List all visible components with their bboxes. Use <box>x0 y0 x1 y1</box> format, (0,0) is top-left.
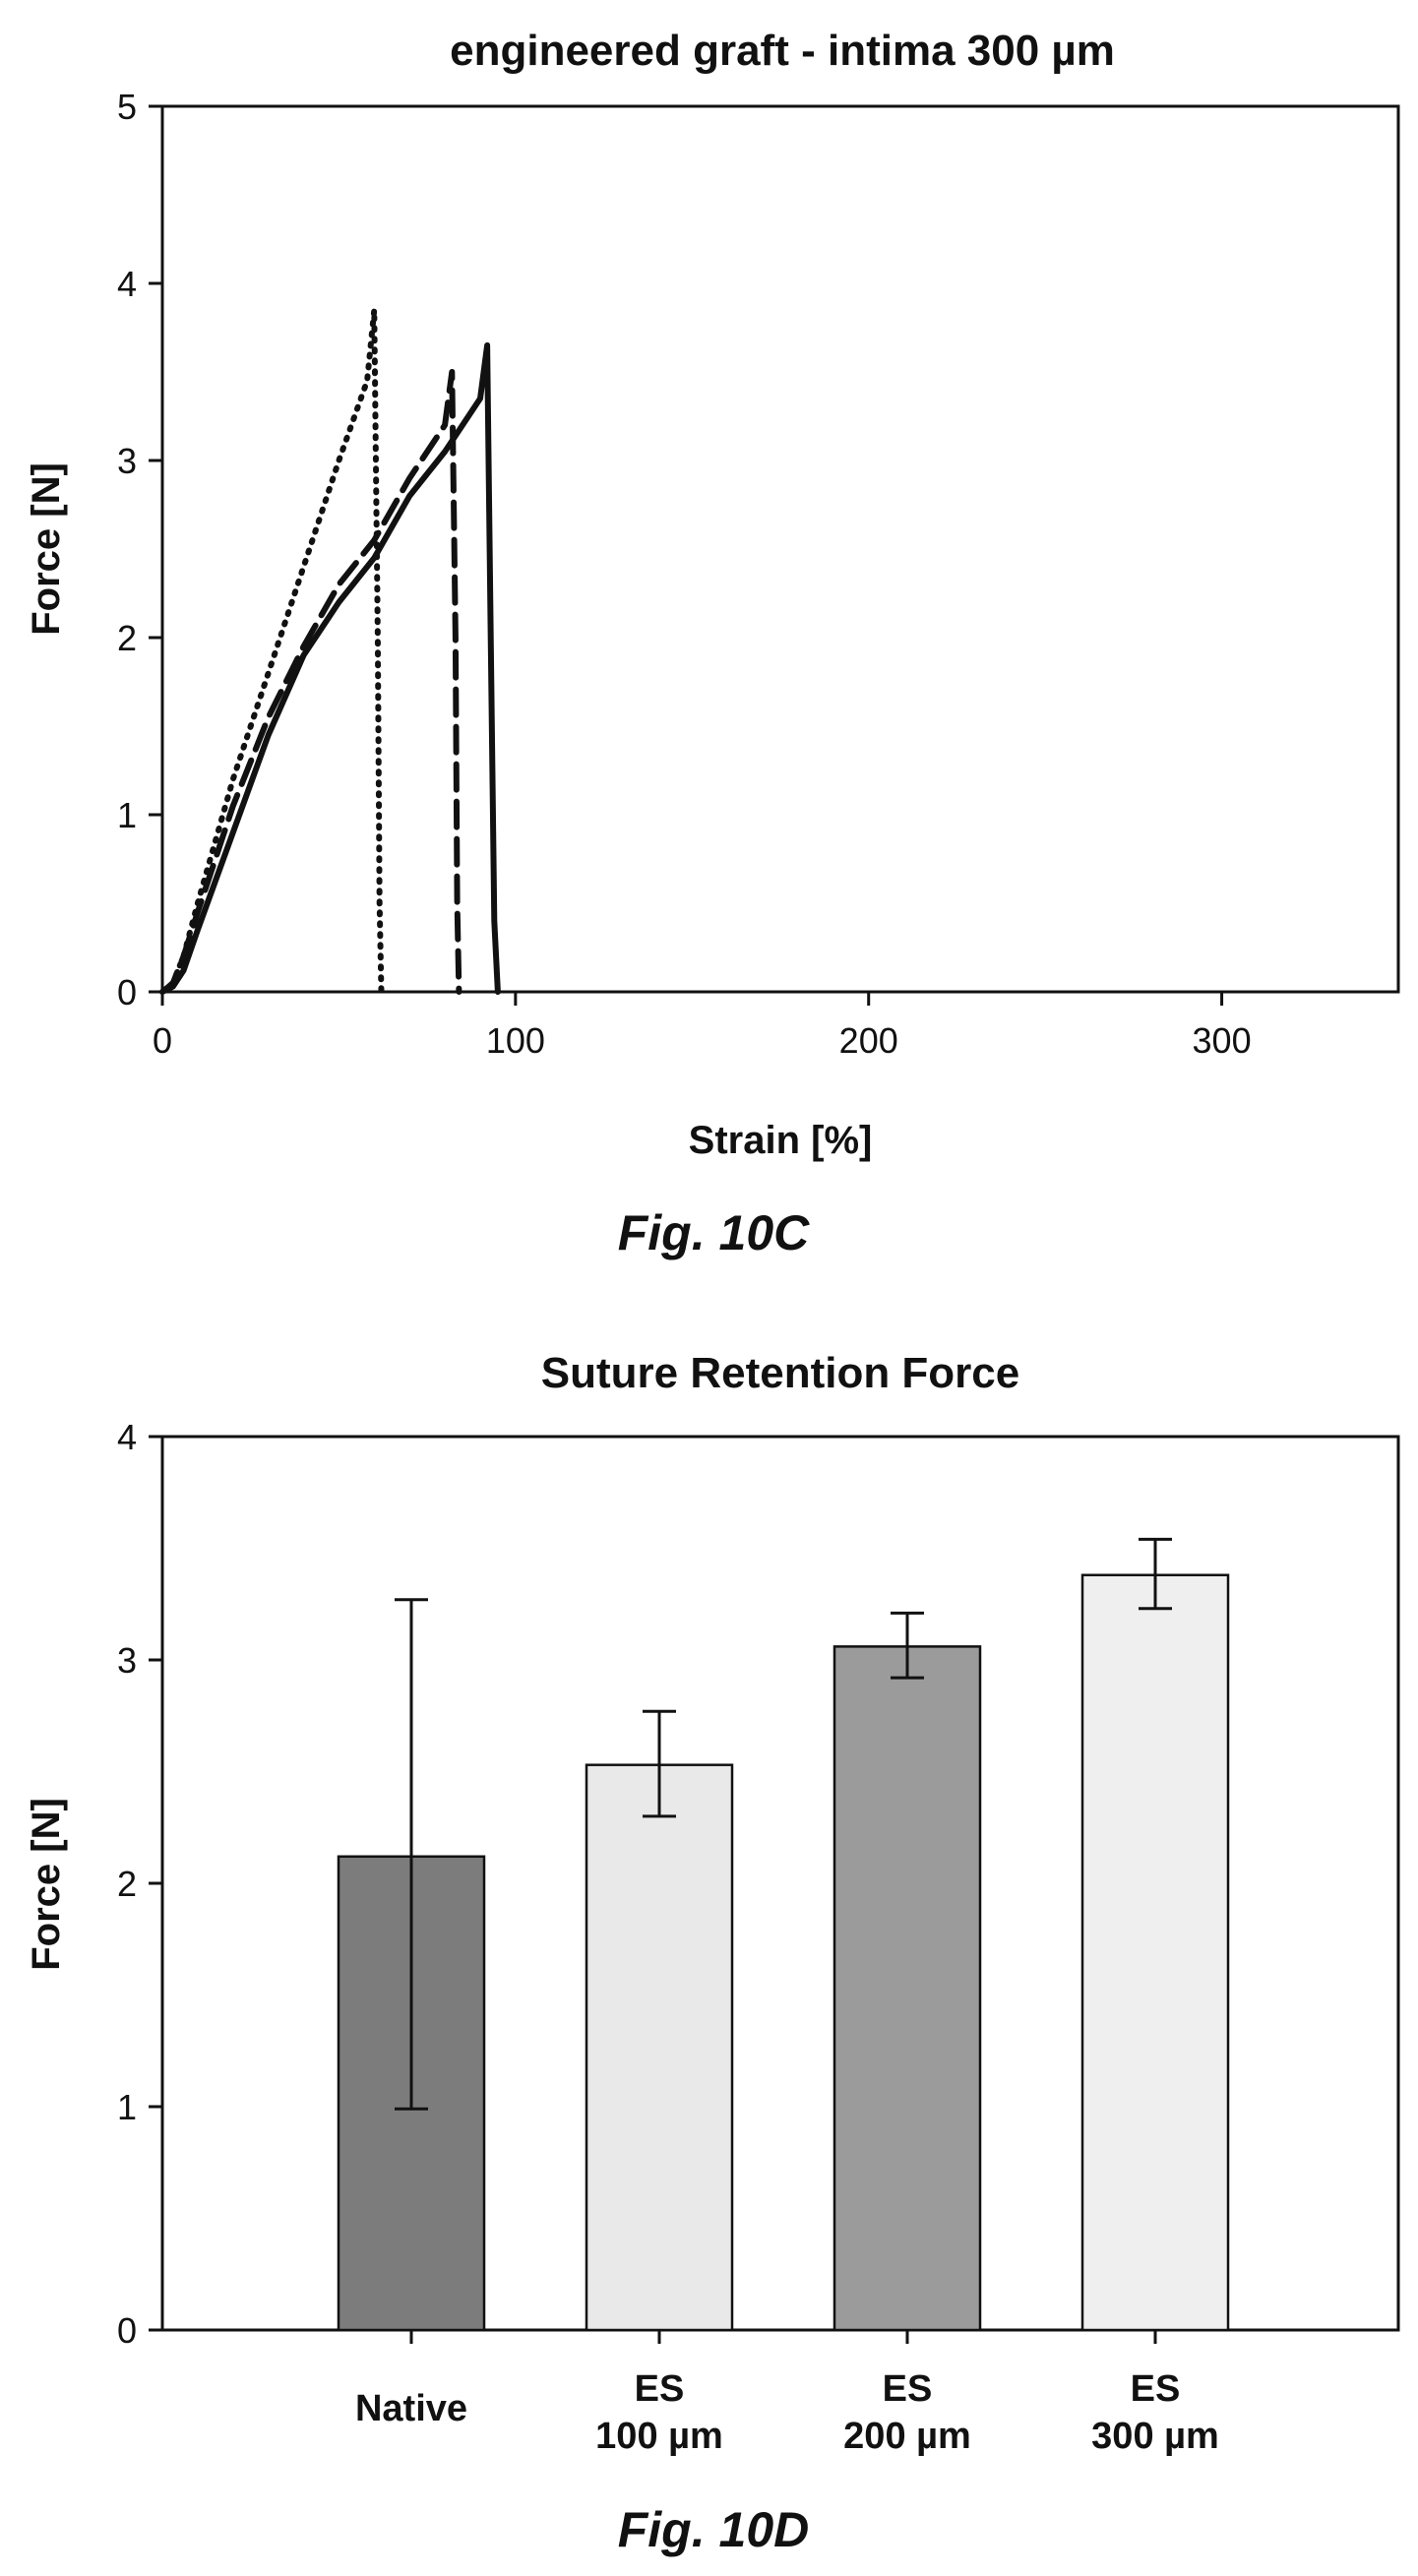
figure-caption-10c: Fig. 10C <box>618 1205 810 1260</box>
x-tick-label: 0 <box>153 1020 172 1061</box>
x-axis-ticks-10c: 0 100 200 300 <box>153 992 1252 1061</box>
y-axis-ticks-10c: 0 1 2 3 4 5 <box>117 87 162 1012</box>
y-tick-label: 1 <box>117 2087 137 2127</box>
y-tick-label: 5 <box>117 87 137 127</box>
x-tick-label: 200 <box>839 1020 898 1061</box>
category-label: ES <box>1131 2368 1181 2410</box>
y-tick-label: 3 <box>117 1640 137 1681</box>
y-tick-label: 0 <box>117 2310 137 2351</box>
x-axis-title-10c: Strain [%] <box>689 1119 873 1162</box>
y-tick-label: 4 <box>117 264 137 304</box>
bar <box>1080 1573 1230 2332</box>
suture-retention-chart: Suture Retention Force 0 1 2 3 4 Native ES 100… <box>25 1349 1400 2557</box>
strain-force-chart: engineered graft - intima 300 µm 012345 … <box>25 27 1400 1260</box>
bar <box>832 1645 982 2332</box>
series-line-solid <box>159 342 501 995</box>
chart-title-10d: Suture Retention Force <box>541 1349 1020 1397</box>
y-axis-title-10c: Force [N] <box>25 462 68 636</box>
y-tick-label: 2 <box>117 1864 137 1904</box>
category-labels-10d: Native ES 100 µm ES 200 µm ES 300 µm <box>355 2330 1219 2457</box>
plot-frame-10c <box>160 104 1400 994</box>
y-tick-label: 1 <box>117 795 137 835</box>
series-lines-10c <box>159 307 501 995</box>
y-tick-label: 2 <box>117 618 137 658</box>
y-tick-label: 4 <box>117 1417 137 1457</box>
y-axis-ticks-10d: 0 1 2 3 4 <box>117 1417 162 2351</box>
category-label: 200 µm <box>843 2416 971 2457</box>
bar <box>585 1763 734 2332</box>
category-label: 100 µm <box>595 2416 723 2457</box>
series-line-dashed <box>159 369 462 995</box>
x-tick-label: 300 <box>1193 1020 1252 1061</box>
y-tick-label: 3 <box>117 441 137 481</box>
y-tick-label: 0 <box>117 972 137 1012</box>
y-axis-title-10d: Force [N] <box>25 1798 68 1971</box>
category-label: ES <box>635 2368 685 2410</box>
category-label: 300 µm <box>1091 2416 1219 2457</box>
x-tick-label: 100 <box>486 1020 545 1061</box>
category-label: Native <box>355 2388 467 2429</box>
figure-caption-10d: Fig. 10D <box>618 2502 809 2557</box>
series-line-dotted <box>159 307 385 995</box>
category-label: ES <box>883 2368 933 2410</box>
chart-title-10c: engineered graft - intima 300 µm <box>450 27 1115 75</box>
bars-10d <box>337 1537 1230 2332</box>
